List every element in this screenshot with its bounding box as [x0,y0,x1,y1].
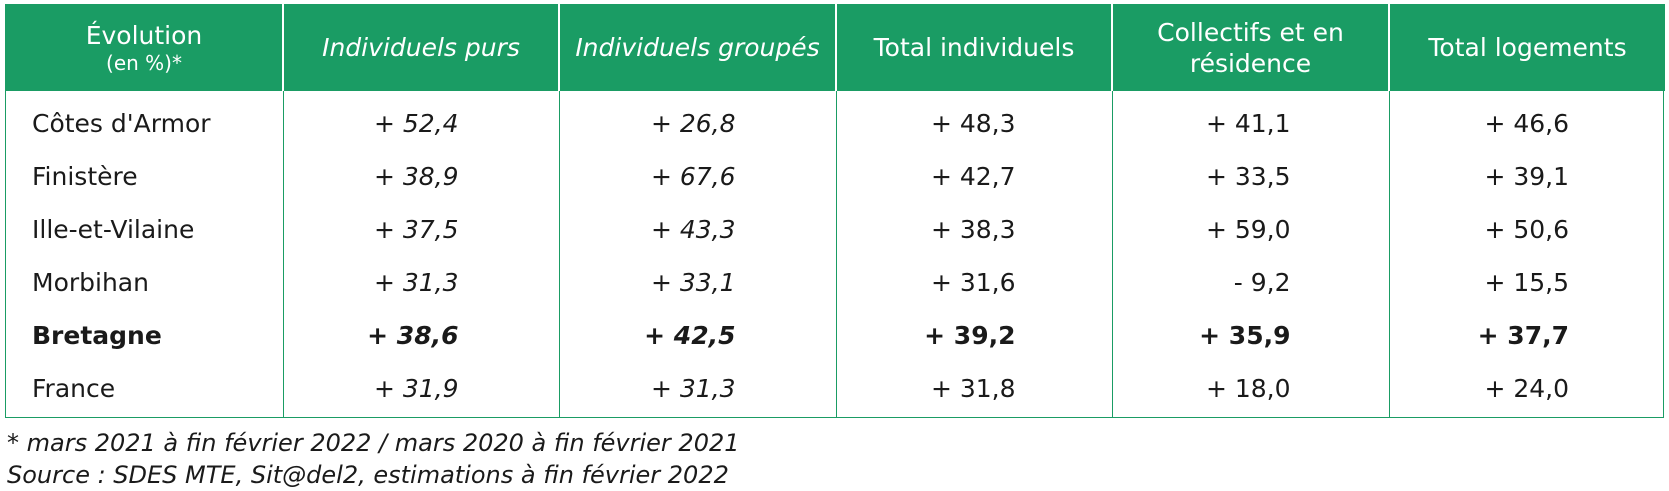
header-evolution: Évolution (en %)* [6,4,283,91]
table-row: Ille-et-Vilaine + 37,5 + 43,3 + 38,3 + 5… [6,203,1665,256]
row-label: Bretagne [32,321,162,350]
period-note: * mars 2021 à fin février 2022 / mars 20… [7,429,740,457]
header-total-individuels: Total individuels [835,4,1112,91]
header-evolution-label: Évolution [85,21,203,50]
table-header: Évolution (en %)* Individuels purs Indiv… [6,4,1665,91]
source-note: Source : SDES MTE, Sit@del2, estimations… [7,461,729,489]
cell-collectifs-residence: - 9,2 [1111,256,1389,309]
cell-individuels-groupes: + 43,3 [558,203,836,256]
cell-total-logements: + 46,6 [1388,91,1665,150]
cell-total-individuels: + 38,3 [835,203,1112,256]
header-collectifs-residence: Collectifs et en résidence [1111,4,1389,91]
row-label: Finistère [32,162,138,191]
table-body: Côtes d'Armor + 52,4 + 26,8 + 48,3 + 41,… [6,91,1665,417]
cell-total-logements: + 24,0 [1388,362,1665,417]
table-row: Morbihan + 31,3 + 33,1 + 31,6 - 9,2 + 15… [6,256,1665,309]
header-row: Évolution (en %)* Individuels purs Indiv… [6,4,1665,91]
cell-total-individuels: + 31,8 [835,362,1112,417]
cell-individuels-groupes: + 67,6 [558,150,836,203]
table-row-bretagne: Bretagne + 38,6 + 42,5 + 39,2 + 35,9 + 3… [6,309,1665,362]
cell-collectifs-residence: + 33,5 [1111,150,1389,203]
cell-individuels-purs: + 31,9 [282,362,559,417]
cell-individuels-groupes: + 42,5 [558,309,836,362]
table-row: Finistère + 38,9 + 67,6 + 42,7 + 33,5 + … [6,150,1665,203]
cell-total-logements: + 15,5 [1388,256,1665,309]
cell-individuels-purs: + 31,3 [282,256,559,309]
table-notes: * mars 2021 à fin février 2022 / mars 20… [5,427,1664,491]
cell-collectifs-residence: + 35,9 [1111,309,1389,362]
table-row: Côtes d'Armor + 52,4 + 26,8 + 48,3 + 41,… [6,91,1665,150]
cell-total-logements: + 37,7 [1388,309,1665,362]
data-table-container: Évolution (en %)* Individuels purs Indiv… [5,4,1665,491]
cell-total-logements: + 50,6 [1388,203,1665,256]
cell-collectifs-residence: + 18,0 [1111,362,1389,417]
cell-collectifs-residence: + 59,0 [1111,203,1389,256]
cell-total-individuels: + 31,6 [835,256,1112,309]
header-individuels-groupes: Individuels groupés [558,4,836,91]
header-evolution-unit: (en %)* [106,51,182,75]
cell-collectifs-residence: + 41,1 [1111,91,1389,150]
cell-individuels-purs: + 52,4 [282,91,559,150]
cell-individuels-groupes: + 26,8 [558,91,836,150]
cell-total-individuels: + 39,2 [835,309,1112,362]
header-total-logements: Total logements [1388,4,1665,91]
row-label: Morbihan [32,268,149,297]
row-label: Côtes d'Armor [32,109,211,138]
header-individuels-purs: Individuels purs [282,4,559,91]
cell-total-logements: + 39,1 [1388,150,1665,203]
table-row: France + 31,9 + 31,3 + 31,8 + 18,0 + 24,… [6,362,1665,417]
cell-total-individuels: + 48,3 [835,91,1112,150]
cell-individuels-purs: + 38,9 [282,150,559,203]
row-label: France [32,374,116,403]
cell-individuels-groupes: + 33,1 [558,256,836,309]
cell-individuels-purs: + 37,5 [282,203,559,256]
housing-evolution-table: Évolution (en %)* Individuels purs Indiv… [6,4,1665,417]
cell-total-individuels: + 42,7 [835,150,1112,203]
table-frame: Évolution (en %)* Individuels purs Indiv… [5,4,1665,418]
row-label: Ille-et-Vilaine [32,215,195,244]
cell-individuels-purs: + 38,6 [282,309,559,362]
cell-individuels-groupes: + 31,3 [558,362,836,417]
